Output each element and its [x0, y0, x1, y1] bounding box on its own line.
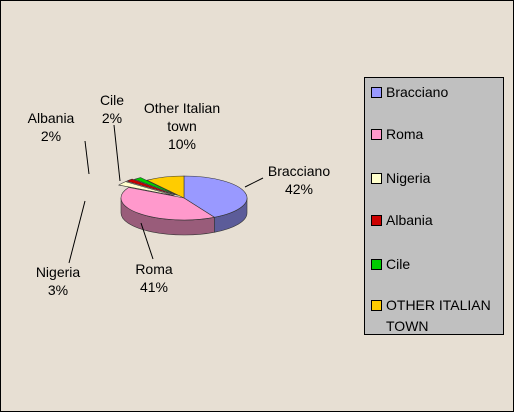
data-label: Albania 2% — [16, 109, 86, 145]
slice — [133, 177, 178, 196]
data-label-name: Other Italian town — [143, 100, 221, 134]
legend-swatch — [371, 300, 382, 311]
slice — [120, 187, 216, 221]
leader-line — [244, 177, 264, 188]
legend-label: Roma — [386, 126, 424, 142]
leader-line — [68, 200, 86, 264]
legend-label: OTHER ITALIAN TOWN — [386, 297, 491, 334]
legend-label: Bracciano — [386, 84, 449, 100]
leader-line — [84, 140, 90, 175]
legend-swatch — [371, 215, 382, 226]
data-label-value: 10% — [167, 136, 197, 152]
data-label-name: Albania — [27, 110, 75, 126]
data-label-value: 2% — [101, 110, 123, 126]
legend-swatch — [371, 129, 382, 140]
leader-line — [140, 222, 154, 260]
legend-entry: OTHER ITALIAN TOWN — [371, 295, 499, 337]
data-label-name: Bracciano — [267, 163, 331, 179]
legend-label: Cile — [386, 256, 411, 272]
data-label-name: Nigeria — [35, 264, 81, 280]
data-label-value: 2% — [40, 128, 62, 144]
data-label-value: 41% — [139, 279, 169, 295]
legend-swatch — [371, 87, 382, 98]
data-label-name: Roma — [135, 261, 173, 277]
slice — [118, 181, 175, 196]
data-label: Roma 41% — [119, 260, 189, 296]
leader-line — [113, 124, 121, 182]
legend: Bracciano Roma Nigeria Albania Cile OTHER ITA… — [364, 77, 504, 335]
data-label: Other Italian town 10% — [132, 99, 232, 153]
legend-entry: Cile — [371, 254, 499, 275]
data-label: Bracciano 42% — [254, 162, 344, 198]
data-label: Nigeria 3% — [23, 263, 93, 299]
legend-entry: Nigeria — [371, 168, 499, 189]
data-label: Cile 2% — [82, 91, 142, 127]
slice — [146, 175, 185, 199]
data-label-name: Cile — [99, 92, 125, 108]
legend-entry: Albania — [371, 210, 499, 231]
legend-swatch — [371, 173, 382, 184]
slice — [183, 175, 248, 218]
legend-label: Nigeria — [386, 170, 431, 186]
legend-label: Albania — [386, 212, 433, 228]
slice — [125, 178, 176, 196]
data-label-value: 3% — [47, 282, 69, 298]
legend-entry: Roma — [371, 124, 499, 145]
legend-swatch — [371, 259, 382, 270]
legend-entry: Bracciano — [371, 82, 499, 103]
data-label-value: 42% — [284, 181, 314, 197]
